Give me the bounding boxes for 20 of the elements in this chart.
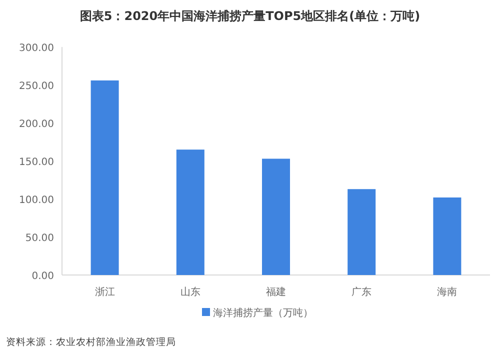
x-tick-label: 福建 <box>266 286 286 298</box>
y-tick-label: 150.00 <box>19 157 54 168</box>
bar <box>176 150 204 275</box>
x-tick-label: 浙江 <box>94 286 115 298</box>
x-tick-label: 广东 <box>352 286 372 298</box>
bar <box>90 80 119 275</box>
x-tick-label: 山东 <box>180 286 200 298</box>
x-tick-label: 海南 <box>437 286 458 298</box>
y-tick-label: 100.00 <box>19 195 54 206</box>
y-tick-label: 250.00 <box>19 81 54 92</box>
bar <box>433 197 462 275</box>
y-tick-label: 50.00 <box>25 233 54 244</box>
y-tick-label: 300.00 <box>19 43 54 54</box>
y-tick-label: 200.00 <box>19 119 54 130</box>
y-tick-label: 0.00 <box>32 271 54 282</box>
bar <box>262 158 290 275</box>
chart-title: 图表5：2020年中国海洋捕捞产量TOP5地区排名(单位：万吨) <box>80 9 420 23</box>
text: 资料来源：农业农村部渔业渔政管理局 <box>6 336 176 348</box>
legend-label: 海洋捕捞产量（万吨） <box>213 307 313 319</box>
bar <box>348 189 376 275</box>
